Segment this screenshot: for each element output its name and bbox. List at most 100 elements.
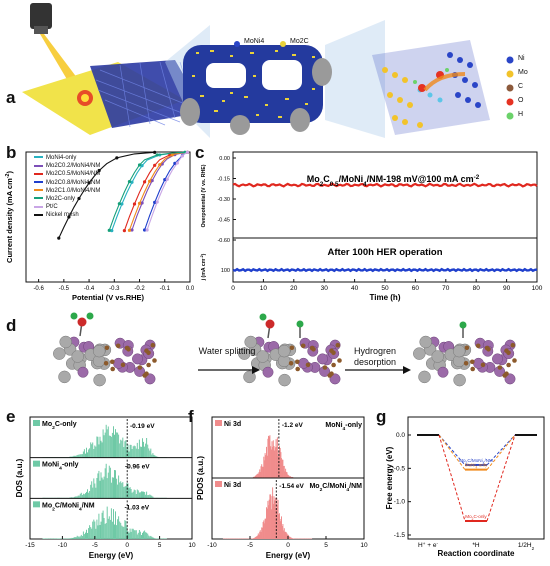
stability-x-tick-label: 90: [503, 285, 511, 292]
lsv-y-axis-label: Current density (mA cm-2): [5, 171, 14, 263]
stability-x-tick-label: 20: [290, 285, 298, 292]
lsv-point: [165, 177, 169, 181]
cluster-atom: [92, 344, 106, 358]
legend-label: MoNi4-only: [46, 155, 77, 161]
stability-annotation-top: Mo2C0.5/MoNi4/NM-198 mV@100 mA cm-2: [307, 174, 480, 188]
stability-x-tick-label: 80: [473, 285, 481, 292]
cluster-atom: [93, 373, 106, 387]
lsv-point: [148, 179, 152, 183]
fe-connector: [486, 434, 516, 522]
cluster-atom: [317, 353, 328, 365]
stability-y-axis-bottom: j (mA cm-2): [200, 253, 207, 281]
cluster-atom: [53, 347, 66, 360]
dos-chart: Mo2C-only -0.19 eV MoNi4-only -0.96 eV Mo2C/…: [15, 416, 196, 560]
lsv-point: [122, 229, 126, 233]
lsv-legend-item: Mo2C-only: [34, 195, 100, 203]
panel-label-e: e: [6, 407, 16, 426]
lsv-chart: -0.6 -0.5 -0.4 -0.3 -0.2 -0.1 0.0 Potential (V …: [5, 150, 195, 302]
stability-chart: 0.00 -0.15 -0.30 -0.45 -0.60 100 0 10 20 30 40 50 60…: [200, 151, 543, 302]
lsv-legend: MoNi4-only Mo2C0.2/MoNi4/NM Mo2C0.5/MoNi4/…: [34, 154, 100, 220]
lsv-point: [130, 180, 134, 184]
lsv-x-tick-label: 0.0: [186, 286, 195, 292]
fe-x-axis-label: Reaction coordinate: [438, 549, 515, 558]
dos-series-label: MoNi4-only: [42, 462, 79, 472]
lsv-point: [117, 202, 121, 206]
carbon-atom: [289, 345, 295, 351]
cluster-atom: [278, 373, 291, 387]
lsv-point: [67, 215, 71, 219]
lsv-legend-item: Mo2C0.2/MoNi4/NM: [34, 162, 100, 170]
fe-x-tick-label: 1/2H2: [518, 542, 535, 551]
cluster-water-split: [238, 313, 342, 387]
pdos-orbital-label: Ni 3d: [224, 421, 241, 428]
arrow-head: [403, 366, 411, 374]
lsv-x-tick-label: -0.3: [109, 286, 120, 292]
dos-x-axis-label: Energy (eV): [89, 551, 134, 560]
dos-legend-swatch: [33, 420, 40, 426]
legend-swatch: [34, 172, 43, 175]
carbon-atom: [475, 343, 481, 349]
cluster-atom: [277, 344, 291, 358]
carbon-atom: [512, 358, 517, 363]
lsv-point: [180, 154, 185, 158]
lsv-legend-item: Mo2C0.5/MoNi4/NM: [34, 170, 100, 178]
fe-connector: [438, 434, 466, 470]
lsv-point: [140, 164, 144, 168]
atom-legend-h: H: [518, 111, 524, 118]
fe-connector: [486, 434, 516, 466]
carbon-atom: [110, 359, 115, 365]
lsv-x-tick-label: -0.2: [134, 286, 145, 292]
legend-label: Pt/C: [46, 204, 58, 211]
carbon-atom: [110, 366, 115, 372]
carbon-atom: [300, 343, 306, 349]
fe-y-tick-label: -0.5: [394, 465, 406, 472]
stability-annotation-mid: After 100h HER operation: [327, 247, 442, 258]
carbon-atom: [486, 347, 491, 352]
carbon-atom: [329, 348, 334, 353]
step-water-splitting: Water splitting: [198, 346, 256, 356]
hydrogen-atom: [296, 320, 304, 328]
lsv-point: [158, 163, 162, 167]
lsv-point: [140, 201, 144, 205]
stability-y-tick-label: -0.45: [217, 218, 230, 224]
lsv-point: [153, 150, 157, 154]
carbon-atom: [144, 348, 149, 353]
fe-x-tick-label: H+ + e-: [418, 541, 438, 550]
carbon-atom: [463, 361, 469, 366]
pdos-x-tick-label: 0: [286, 542, 290, 549]
cluster-atom: [262, 366, 274, 378]
pdos-y-axis-label: PDOS (a.u.): [196, 456, 205, 500]
carbon-atom: [146, 362, 151, 368]
carbon-atom: [311, 347, 316, 352]
panel-label-b: b: [6, 143, 17, 162]
stability-j-tick-label: 100: [221, 268, 230, 274]
panel-label-a: a: [6, 88, 16, 107]
stability-y-tick-label: -0.60: [217, 238, 230, 244]
cluster-atom: [59, 335, 72, 349]
cluster-atom: [492, 353, 503, 365]
dos-peak-label: -1.03 eV: [125, 504, 150, 511]
cluster-atom: [329, 373, 341, 385]
cluster-atom: [419, 335, 432, 349]
carbon-atom: [504, 371, 509, 376]
panel-label-g: g: [376, 407, 387, 426]
carbon-atom: [470, 366, 476, 372]
legend-label: Mo2C-only: [46, 196, 76, 203]
lsv-point: [142, 180, 147, 184]
carbon-atom: [506, 362, 511, 368]
stability-x-tick-label: 70: [442, 285, 450, 292]
stability-x-tick-label: 10: [260, 285, 268, 292]
lsv-legend-item: Nickel mesh: [34, 211, 100, 219]
fe-series-label: Mo2C/MoNi4/NM: [459, 458, 493, 465]
carbon-atom: [322, 365, 328, 370]
schematic-a: [22, 3, 514, 138]
lsv-point: [130, 228, 134, 232]
dos-x-tick-label: 0: [125, 542, 129, 549]
panel-label-d: d: [6, 316, 17, 335]
carbon-atom: [470, 359, 475, 365]
lsv-point: [127, 228, 132, 232]
free-energy-frame: [407, 416, 545, 540]
lsv-point: [175, 161, 179, 165]
carbon-atom: [288, 361, 294, 366]
panel-label-c: c: [195, 143, 205, 162]
